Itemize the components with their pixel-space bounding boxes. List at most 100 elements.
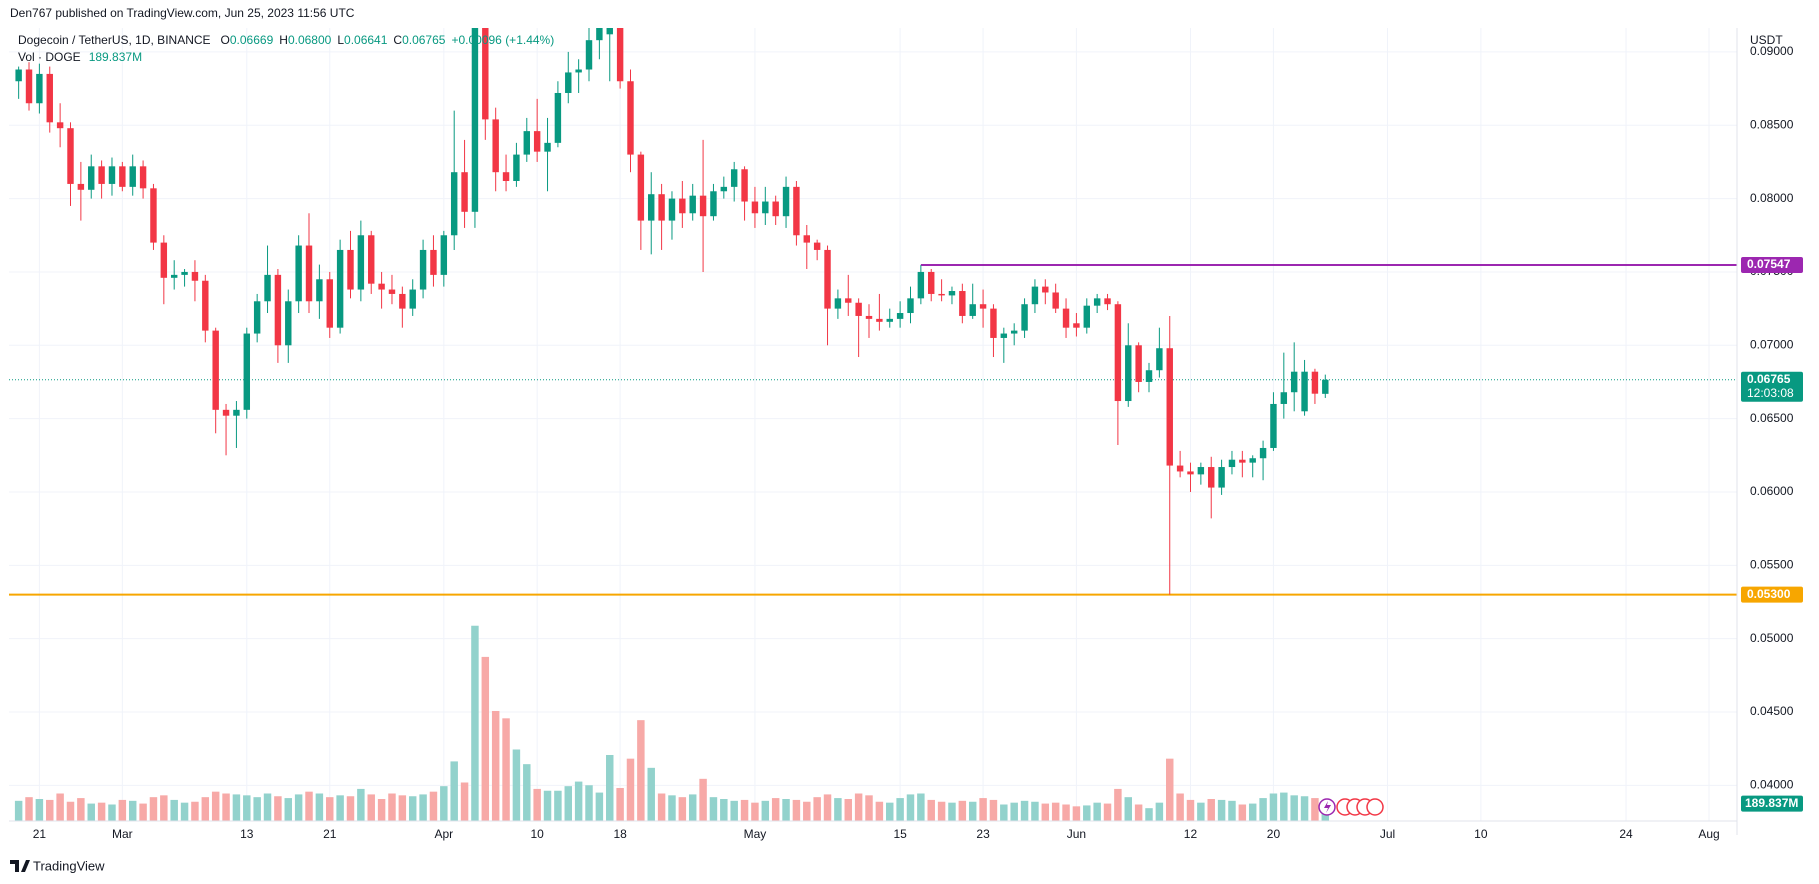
volume-bar bbox=[170, 799, 178, 821]
x-tick-label: 18 bbox=[613, 827, 627, 841]
volume-bar bbox=[56, 793, 64, 821]
x-tick-label: 21 bbox=[33, 827, 47, 841]
volume-bar bbox=[523, 764, 531, 821]
level-label: 0.07547 bbox=[1747, 257, 1791, 271]
volume-bar bbox=[450, 761, 458, 821]
candle-body bbox=[523, 131, 531, 155]
candle-body bbox=[253, 301, 261, 334]
x-tick-label: Mar bbox=[112, 827, 133, 841]
candle-body bbox=[46, 73, 53, 123]
candle-body bbox=[1021, 304, 1028, 331]
volume-bar bbox=[720, 798, 728, 821]
volume-bar bbox=[191, 801, 199, 821]
x-tick-label: 23 bbox=[976, 827, 990, 841]
volume-bar bbox=[274, 796, 282, 821]
x-tick-label: Jun bbox=[1067, 827, 1086, 841]
y-tick-label: 0.08000 bbox=[1750, 191, 1794, 205]
volume-bar bbox=[128, 800, 137, 821]
candle-body bbox=[513, 154, 520, 181]
volume-bar bbox=[1145, 808, 1153, 821]
volume-bar bbox=[647, 767, 655, 821]
volume-value: 189.837M bbox=[89, 50, 142, 64]
candle-body bbox=[1259, 447, 1267, 459]
volume-bar bbox=[1228, 800, 1236, 821]
candle-body bbox=[762, 201, 769, 214]
volume-bar bbox=[305, 791, 313, 821]
volume-bar bbox=[1290, 795, 1298, 821]
candle-body bbox=[1052, 292, 1059, 309]
volume-bar bbox=[637, 720, 645, 821]
volume-bar bbox=[408, 796, 417, 821]
candle-body bbox=[482, 28, 489, 120]
volume-bar bbox=[771, 798, 780, 821]
candle-body bbox=[88, 166, 95, 190]
candle-body bbox=[720, 186, 728, 192]
candle-body bbox=[119, 166, 126, 187]
candle-body bbox=[368, 235, 375, 284]
x-tick-label: Jul bbox=[1380, 827, 1395, 841]
volume-bar bbox=[699, 778, 707, 821]
volume-bar bbox=[626, 758, 635, 821]
volume-bar bbox=[958, 800, 967, 821]
candle-body bbox=[243, 333, 251, 410]
candle-body bbox=[347, 249, 354, 290]
volume-bar bbox=[25, 797, 33, 821]
candle-body bbox=[824, 249, 831, 309]
volume-bar bbox=[1010, 802, 1018, 821]
candle-body bbox=[1062, 308, 1070, 328]
volume-bar bbox=[118, 799, 127, 821]
candle-body bbox=[710, 191, 717, 217]
candle-body bbox=[1208, 467, 1215, 488]
candle-body bbox=[1218, 467, 1225, 488]
x-tick-label: 20 bbox=[1267, 827, 1281, 841]
candle-body bbox=[1093, 298, 1101, 306]
volume-bar bbox=[1197, 802, 1205, 821]
candle-body bbox=[139, 166, 147, 189]
candle-body bbox=[813, 242, 821, 250]
candle-body bbox=[627, 81, 634, 155]
axes: 0.04000 0.04500 0.05000 0.05500 0.06000 0.065… bbox=[33, 44, 1794, 841]
ohlc-key: O bbox=[221, 33, 230, 47]
volume-bar bbox=[1238, 804, 1247, 821]
volume-bar bbox=[574, 781, 583, 821]
volume-bar bbox=[688, 794, 697, 821]
ohlc-value: 0.06800 bbox=[288, 33, 332, 47]
volume-bar bbox=[1083, 805, 1091, 821]
volume-bar bbox=[1093, 802, 1101, 821]
candle-body bbox=[1156, 348, 1163, 371]
y-tick-label: 0.04000 bbox=[1750, 778, 1794, 792]
volume-bar bbox=[1166, 758, 1174, 821]
candle-body bbox=[565, 72, 572, 93]
volume-bar bbox=[1072, 806, 1081, 821]
volume-bar bbox=[46, 799, 54, 821]
volume-bar bbox=[896, 798, 904, 821]
event-icon[interactable] bbox=[1366, 798, 1384, 816]
candle-body bbox=[1270, 403, 1277, 448]
candle-body bbox=[782, 186, 790, 217]
candle-body bbox=[388, 289, 396, 294]
volume-bar bbox=[253, 797, 261, 821]
candle-body bbox=[450, 172, 458, 236]
volume-bar bbox=[222, 793, 230, 821]
candle-body bbox=[1145, 370, 1153, 382]
volume-bar bbox=[564, 786, 573, 821]
volume-legend: Vol · DOGE 189.837M bbox=[18, 50, 142, 64]
volume-bar bbox=[813, 797, 821, 821]
footer: TradingView bbox=[10, 858, 105, 873]
volume-bar bbox=[1041, 803, 1050, 821]
volume-bar bbox=[180, 802, 189, 821]
x-tick-label: 21 bbox=[323, 827, 337, 841]
volume-label-bg bbox=[1741, 795, 1803, 812]
volume-bar bbox=[1051, 802, 1060, 821]
volume-bar bbox=[709, 797, 718, 821]
candle-body bbox=[1104, 298, 1111, 305]
volume-bar bbox=[823, 794, 832, 821]
volume-bar bbox=[606, 754, 614, 821]
candle-body bbox=[202, 280, 209, 331]
candle-body bbox=[378, 283, 385, 290]
candle-body bbox=[409, 289, 416, 309]
volume-bar bbox=[782, 798, 790, 821]
volume-bar bbox=[1176, 793, 1184, 821]
volume-bar bbox=[595, 792, 604, 821]
